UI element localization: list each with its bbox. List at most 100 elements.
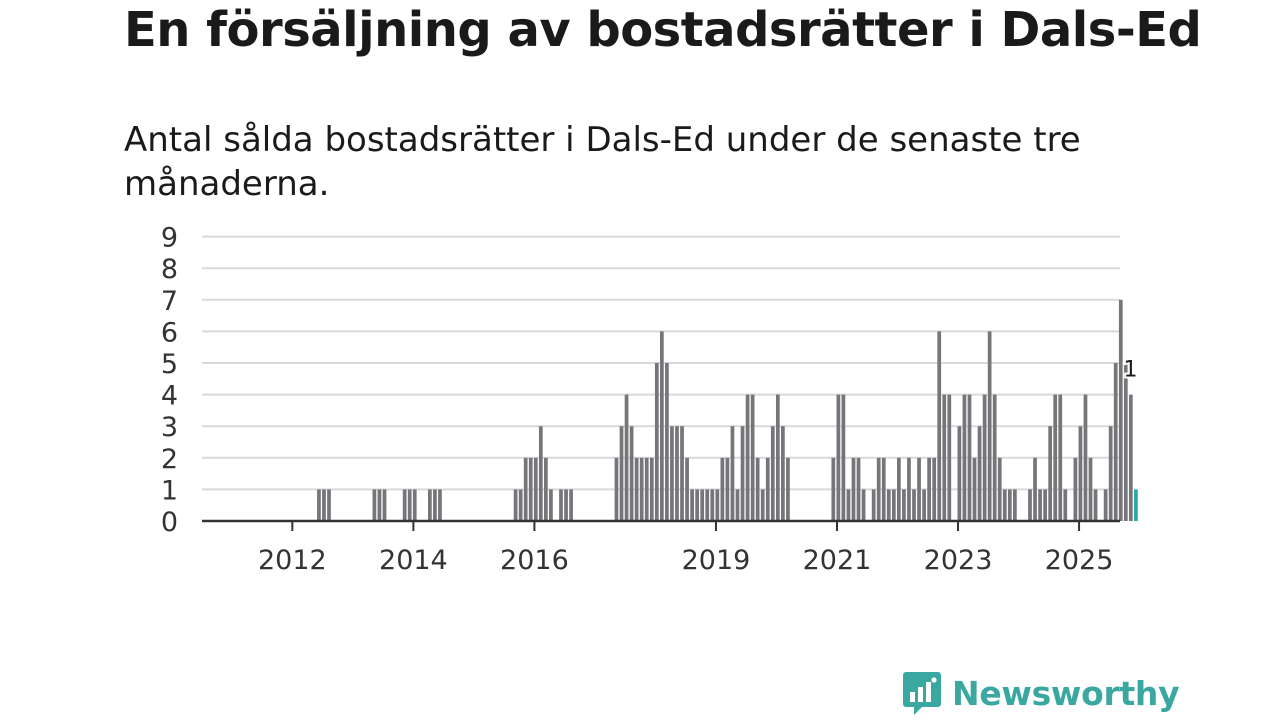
bar xyxy=(992,394,997,521)
bar xyxy=(957,426,962,521)
bar xyxy=(927,457,931,521)
y-tick-label: 9 xyxy=(161,223,178,254)
bar xyxy=(402,489,407,521)
bar xyxy=(720,457,725,521)
bar xyxy=(745,394,750,521)
bar xyxy=(377,489,382,521)
bar xyxy=(634,457,639,521)
bar xyxy=(715,489,720,521)
bar xyxy=(912,489,916,521)
bars xyxy=(317,299,1138,521)
bar xyxy=(1118,299,1123,521)
bar xyxy=(639,457,644,521)
bar xyxy=(932,457,937,521)
bar xyxy=(1028,489,1032,521)
bar xyxy=(710,489,715,521)
bar xyxy=(1007,489,1012,521)
bar xyxy=(1103,489,1108,521)
y-tick-label: 5 xyxy=(161,349,178,380)
bar xyxy=(775,394,780,521)
bar xyxy=(922,489,926,521)
x-tick-label: 2023 xyxy=(924,545,993,576)
bar xyxy=(1093,489,1098,521)
bar xyxy=(786,457,790,521)
bar xyxy=(372,489,377,521)
bar xyxy=(781,426,785,521)
y-tick-label: 1 xyxy=(161,475,178,506)
y-tick-label: 6 xyxy=(161,317,178,348)
bar xyxy=(876,457,881,521)
chart-subtitle: Antal sålda bostadsrätter i Dals-Ed unde… xyxy=(124,120,1081,204)
bar xyxy=(533,457,538,521)
bar xyxy=(1088,457,1093,521)
bar xyxy=(987,331,992,521)
bar xyxy=(765,457,770,521)
bar xyxy=(1038,489,1042,521)
bar xyxy=(886,489,891,521)
bar xyxy=(659,331,664,521)
bar xyxy=(705,489,710,521)
bar xyxy=(881,457,886,521)
bar xyxy=(846,489,851,521)
bar xyxy=(760,489,765,521)
bar xyxy=(1083,394,1088,521)
data-label: 1 xyxy=(1123,358,1137,383)
bar xyxy=(1002,489,1007,521)
bar xyxy=(649,457,654,521)
bar xyxy=(619,426,624,521)
bar xyxy=(1048,426,1053,521)
bar xyxy=(831,457,836,521)
bar xyxy=(982,394,987,521)
bar xyxy=(902,489,906,521)
bar xyxy=(700,489,705,521)
bar xyxy=(1033,457,1037,521)
bar xyxy=(559,489,563,521)
bar xyxy=(871,489,876,521)
bar xyxy=(614,457,619,521)
bar xyxy=(518,489,523,521)
bar xyxy=(675,426,679,521)
bar xyxy=(937,331,942,521)
bar xyxy=(680,426,684,521)
bar xyxy=(695,489,700,521)
bar xyxy=(670,426,674,521)
bar xyxy=(1058,394,1063,521)
bar xyxy=(433,489,437,521)
bar xyxy=(917,457,921,521)
bar xyxy=(412,489,417,521)
bar xyxy=(1043,489,1047,521)
bar xyxy=(997,457,1002,521)
x-tick-label: 2019 xyxy=(682,545,751,576)
x-tick-label: 2012 xyxy=(258,545,327,576)
bar xyxy=(513,489,518,521)
bar xyxy=(836,394,841,521)
newsworthy-logo-icon xyxy=(903,672,941,715)
bar xyxy=(629,426,634,521)
x-tick-label: 2014 xyxy=(379,545,448,576)
x-tick-label: 2016 xyxy=(500,545,569,576)
bar xyxy=(891,489,896,521)
bar xyxy=(564,489,568,521)
x-tick-label: 2021 xyxy=(803,545,872,576)
bar xyxy=(942,394,947,521)
axes xyxy=(202,519,1120,531)
bar xyxy=(1078,426,1083,521)
bar xyxy=(1063,489,1068,521)
bar xyxy=(740,426,745,521)
y-tick-label: 8 xyxy=(161,254,178,285)
bar xyxy=(523,457,528,521)
bar xyxy=(528,457,533,521)
bar xyxy=(1108,426,1113,521)
bar xyxy=(1012,489,1017,521)
bar xyxy=(770,426,775,521)
y-tick-label: 3 xyxy=(161,412,178,443)
bar xyxy=(755,457,760,521)
bar xyxy=(1113,363,1118,521)
bar xyxy=(317,489,321,521)
bar xyxy=(725,457,730,521)
bar xyxy=(654,363,659,521)
bar xyxy=(967,394,972,521)
newsworthy-logo[interactable]: Newsworthy xyxy=(902,670,1180,716)
